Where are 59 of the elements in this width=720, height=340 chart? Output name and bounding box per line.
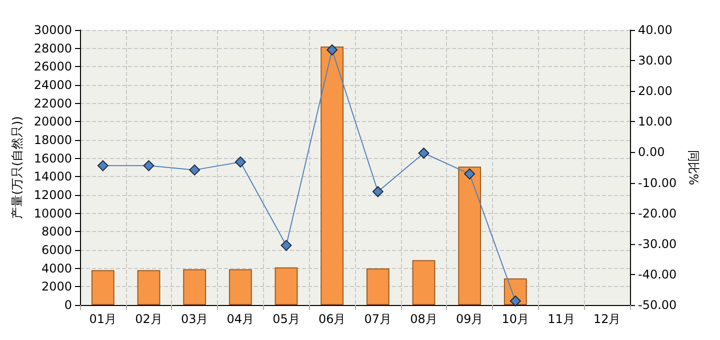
y2-tick-label: -40.00 — [638, 267, 677, 282]
bar — [137, 270, 160, 305]
y-tick-label: 16000 — [34, 151, 72, 166]
y-tick-label: 24000 — [34, 78, 72, 92]
y2-tick-label: 20.00 — [638, 84, 672, 98]
y2-tick-label: 30.00 — [638, 54, 672, 68]
x-tick-label: 10月 — [502, 312, 530, 326]
x-tick-label: 09月 — [456, 312, 484, 326]
bar — [320, 46, 344, 305]
y-axis-title: 产量(万只(自然只)) — [10, 116, 24, 219]
y-tick-label: 2000 — [41, 280, 72, 294]
y-tick-label: 12000 — [34, 188, 72, 202]
point — [418, 148, 430, 159]
y-tick-label: 14000 — [34, 170, 72, 184]
point — [464, 168, 476, 180]
bar — [183, 269, 206, 305]
bar — [274, 267, 298, 305]
y2-tick-label: -20.00 — [638, 206, 677, 220]
point — [234, 156, 246, 168]
point — [189, 164, 200, 176]
y2-axis-title: 同比% — [686, 150, 701, 186]
point — [280, 240, 292, 251]
point — [372, 186, 384, 198]
y2-tick-label: -50.00 — [638, 298, 677, 312]
y-tick-label: 30000 — [34, 23, 72, 37]
x-tick-label: 05月 — [272, 312, 300, 326]
x-tick-label: 07月 — [364, 312, 392, 326]
y-tick-label: 26000 — [34, 60, 72, 74]
y-tick-label: 4000 — [41, 261, 72, 276]
bar — [91, 270, 114, 305]
point — [326, 44, 338, 56]
y-tick-label: 10000 — [34, 206, 72, 220]
y-tick-label: 22000 — [34, 96, 72, 110]
y-tick-label: 6000 — [41, 243, 72, 257]
y2-tick-label: 40.00 — [638, 23, 672, 37]
y-tick-label: 8000 — [41, 224, 72, 239]
x-tick-label: 02月 — [135, 312, 162, 326]
x-tick-label: 06月 — [318, 312, 346, 326]
x-tick-label: 11月 — [548, 312, 575, 326]
bar — [228, 269, 252, 305]
y2-tick-label: 10.00 — [638, 114, 672, 129]
y2-tick-label: 0.00 — [638, 145, 665, 160]
y2-tick-label: -10.00 — [638, 176, 677, 190]
x-tick-label: 08月 — [410, 312, 438, 326]
y-tick-label: 20000 — [34, 114, 72, 129]
x-tick-label: 03月 — [180, 312, 208, 326]
y2-tick-label: -30.00 — [638, 236, 677, 251]
point — [143, 160, 154, 172]
point — [510, 296, 521, 307]
x-tick-label: 01月 — [89, 312, 117, 326]
y-tick-label: 18000 — [34, 133, 72, 147]
bar — [366, 268, 390, 305]
point — [97, 160, 108, 172]
y-tick-label: 28000 — [34, 41, 72, 56]
x-tick-label: 12月 — [593, 312, 621, 326]
x-tick-label: 04月 — [226, 312, 254, 326]
y-tick-label: 0 — [64, 298, 72, 312]
bar — [412, 260, 436, 305]
bar — [458, 166, 482, 305]
